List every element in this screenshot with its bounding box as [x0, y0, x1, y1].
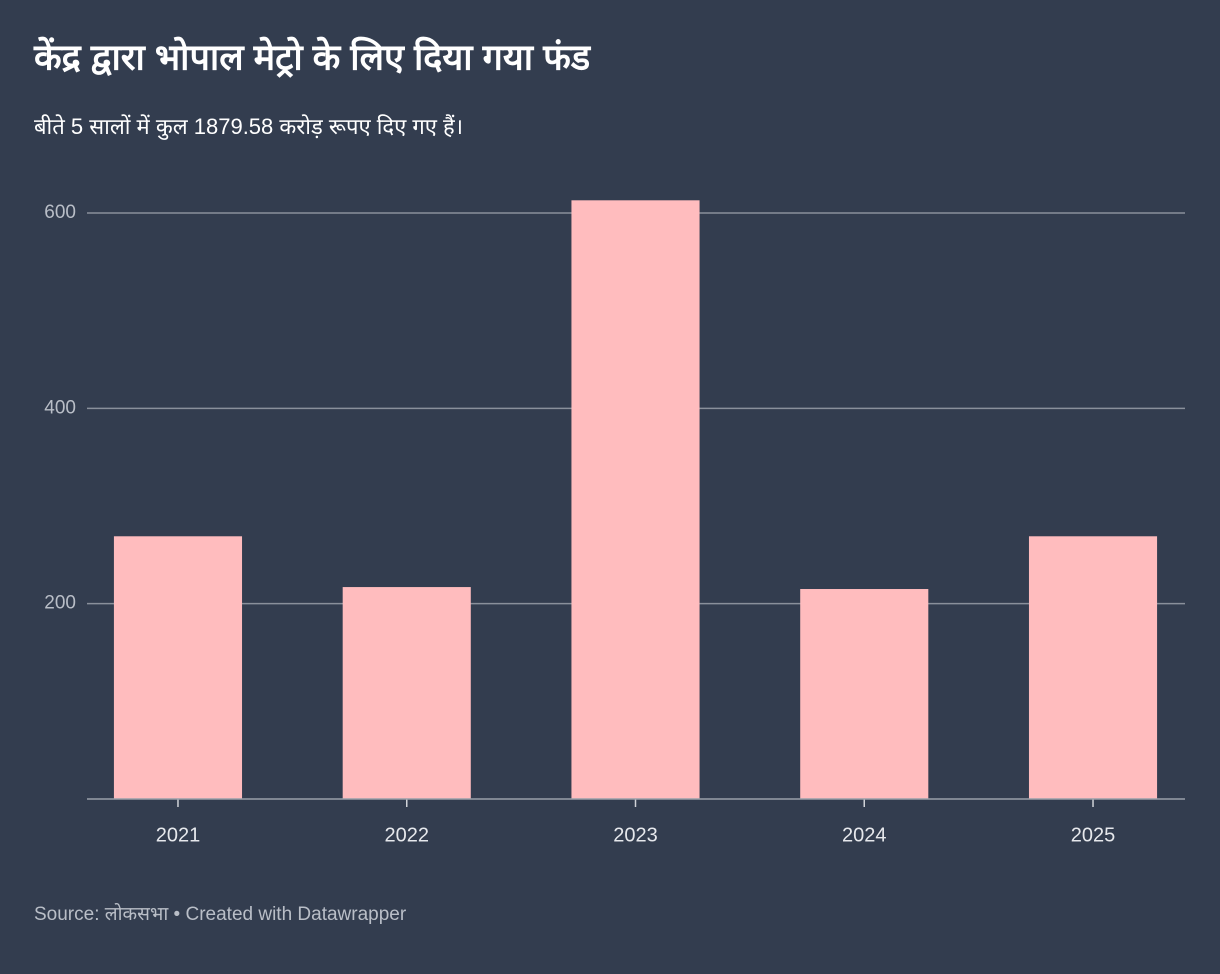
x-tick-label: 2022	[384, 824, 429, 846]
bar	[1028, 536, 1158, 799]
chart-footer: Source: लोकसभा • Created with Datawrappe…	[34, 902, 407, 925]
y-tick-label: 400	[44, 397, 76, 418]
bar	[342, 587, 471, 799]
x-tick-label: 2025	[1071, 824, 1116, 846]
y-tick-label: 200	[44, 593, 76, 614]
bar	[800, 589, 929, 799]
bar	[571, 200, 700, 799]
x-tick-label: 2024	[842, 824, 887, 846]
x-tick-label: 2021	[156, 824, 201, 846]
y-tick-label: 600	[44, 202, 76, 223]
chart-title: केंद्र द्वारा भोपाल मेट्रो के लिए दिया ग…	[33, 37, 592, 79]
x-tick-label: 2023	[613, 824, 658, 846]
chart-subtitle: बीते 5 सालों में कुल 1879.58 करोड़ रूपए …	[34, 114, 463, 140]
bar	[113, 536, 243, 799]
